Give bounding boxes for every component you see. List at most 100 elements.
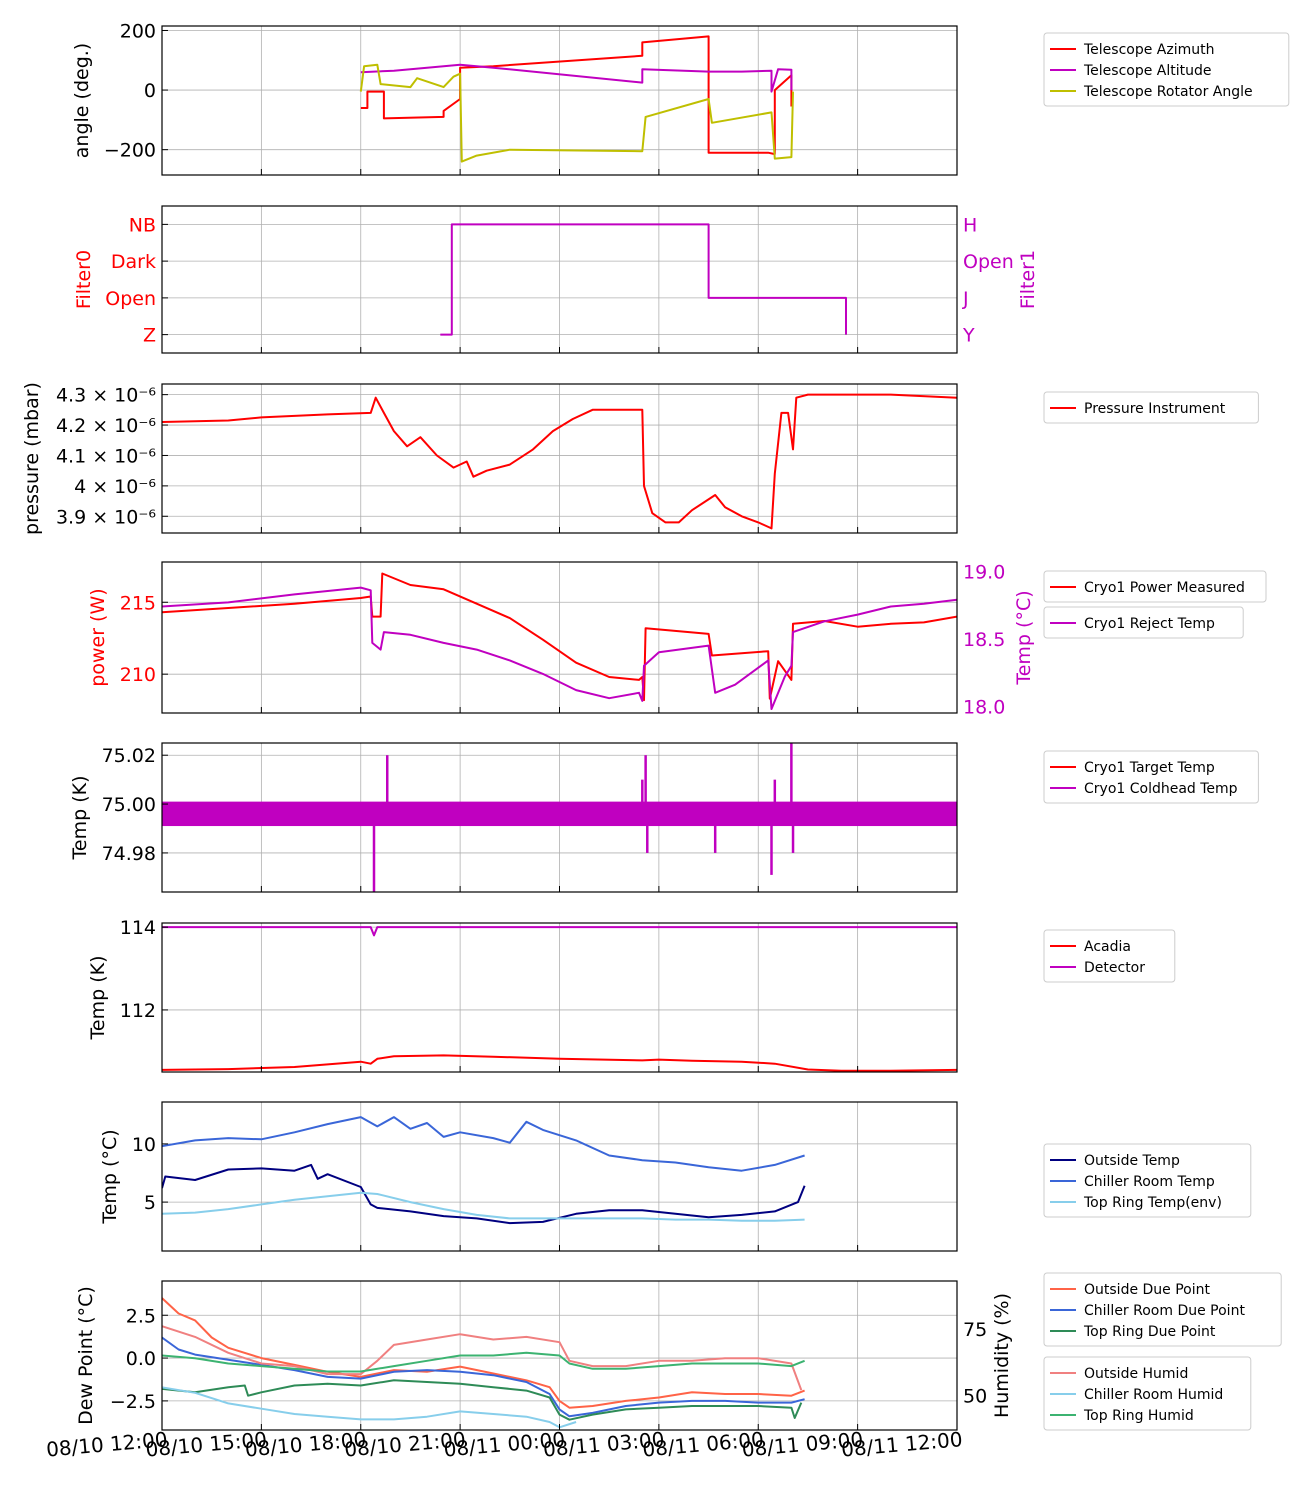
y-tick-label-right: J — [962, 288, 969, 310]
y-axis-label: pressure (mbar) — [21, 382, 43, 535]
series-line — [162, 1386, 577, 1429]
series-line — [360, 35, 793, 156]
legend-label: Telescope Azimuth — [1083, 42, 1214, 58]
legend-label: Top Ring Due Point — [1083, 1324, 1216, 1340]
legend-label: Telescope Altitude — [1083, 63, 1212, 79]
legend-label: Cryo1 Power Measured — [1084, 580, 1245, 596]
legend: Acadia Detector — [1043, 929, 1176, 983]
y-tick-label-right: 18.5 — [963, 629, 1005, 651]
legend-box — [1043, 570, 1267, 603]
series-line — [162, 1191, 805, 1222]
legend-box — [1043, 750, 1259, 804]
y-tick-label: 4 × 10⁻⁶ — [74, 476, 156, 498]
legend: Cryo1 Target Temp Cryo1 Coldhead Temp — [1043, 750, 1259, 804]
y-axis-label-right: Humidity (%) — [991, 1293, 1013, 1418]
panel-3: 4.3 × 10⁻⁶ 4.2 × 10⁻⁶ 4.1 × 10⁻⁶ 4 × 10⁻⁶ 3.… — [21, 382, 1259, 535]
legend-label: Acadia — [1084, 939, 1131, 955]
y-tick-label: Z — [143, 325, 156, 347]
legend: Outside Due Point Chiller Room Due Point T… — [1043, 1272, 1282, 1347]
legend-label: Outside Due Point — [1084, 1282, 1211, 1298]
legend-label: Pressure Instrument — [1084, 401, 1226, 417]
noise-band — [162, 801, 957, 827]
plot-area — [162, 926, 957, 1072]
legend: Outside Temp Chiller Room Temp Top Ring Te… — [1043, 1143, 1252, 1218]
y-axis-label: Temp (K) — [87, 956, 109, 1041]
y-tick-label: 4.1 × 10⁻⁶ — [56, 445, 156, 467]
y-axis-label-right: Filter1 — [1017, 250, 1039, 309]
series-line — [360, 63, 793, 93]
y-axis-label-right: Temp (°C) — [1013, 590, 1035, 685]
plot-area — [162, 393, 957, 530]
plot-area — [162, 743, 957, 892]
legend-box — [1043, 929, 1176, 983]
legend-box — [1043, 1143, 1252, 1218]
legend-label: Cryo1 Coldhead Temp — [1084, 781, 1238, 797]
legend-box — [1043, 1356, 1252, 1431]
legend: Cryo1 Reject Temp — [1043, 606, 1244, 639]
y-tick-label: Dark — [111, 251, 156, 273]
plot-area — [162, 572, 957, 710]
plot-area — [359, 35, 794, 163]
y-tick-label: 75.00 — [102, 794, 156, 816]
y-axis-label: Temp (K) — [69, 776, 91, 861]
y-tick-label: 0.0 — [126, 1348, 156, 1370]
panel-8: 2.5 0.0 −2.5 75 50 Dew Point (°C) Humidity (%)… — [75, 1272, 1282, 1431]
legend-label: Chiller Room Temp — [1084, 1174, 1215, 1190]
y-tick-label-right: H — [963, 214, 977, 236]
series-line — [162, 1163, 806, 1225]
series-line — [162, 393, 957, 530]
y-tick-label: 114 — [120, 917, 156, 939]
legend-box — [1043, 1272, 1282, 1347]
legend-label: Detector — [1084, 960, 1145, 976]
y-tick-label-right: 19.0 — [963, 561, 1005, 583]
plot-area — [162, 1297, 805, 1429]
y-tick-label: 2.5 — [126, 1305, 156, 1327]
y-axis-label: Dew Point (°C) — [75, 1286, 97, 1425]
series-line — [162, 1325, 803, 1391]
y-axis-label: Temp (°C) — [99, 1129, 121, 1224]
y-tick-label: 112 — [120, 1000, 156, 1022]
legend-label: Telescope Rotator Angle — [1083, 84, 1253, 100]
panel-4: 215 210 19.0 18.5 18.0 power (W) Temp (°C) Cryo… — [87, 561, 1267, 718]
legend: Cryo1 Power Measured — [1043, 570, 1267, 603]
series-line — [359, 63, 794, 163]
panel-5: 75.02 75.00 74.98 Temp (K) Cryo1 Target Temp… — [69, 742, 1259, 893]
y-tick-label-right: Y — [962, 325, 975, 347]
legend-label: Cryo1 Target Temp — [1084, 760, 1215, 776]
y-axis-label: angle (deg.) — [71, 43, 93, 158]
y-tick-label: 200 — [120, 20, 156, 42]
series-line — [162, 1054, 957, 1072]
legend-label: Top Ring Humid — [1083, 1408, 1194, 1424]
y-tick-label-right: Open — [963, 251, 1014, 273]
plot-area — [440, 223, 847, 336]
legend: Outside Humid Chiller Room Humid Top Ring … — [1043, 1356, 1252, 1431]
series-line — [162, 1116, 805, 1172]
y-tick-label: 4.2 × 10⁻⁶ — [56, 415, 156, 437]
panel-7: 10 5 Temp (°C) Outside Temp Chiller Room Tem… — [99, 1101, 1252, 1252]
y-tick-label: NB — [129, 214, 156, 236]
series-line — [162, 1336, 805, 1418]
y-tick-label: Open — [105, 288, 156, 310]
legend-label: Outside Temp — [1084, 1153, 1180, 1169]
legend: Pressure Instrument — [1043, 391, 1259, 424]
legend-box — [1043, 606, 1244, 639]
y-tick-label: 4.3 × 10⁻⁶ — [56, 385, 156, 407]
y-tick-label-right: 75 — [963, 1319, 987, 1341]
series-line — [162, 586, 957, 710]
y-tick-label: −2.5 — [110, 1391, 156, 1413]
y-tick-label: 75.02 — [102, 745, 156, 767]
y-tick-label: 5 — [144, 1192, 156, 1214]
series-line — [162, 1297, 805, 1409]
y-tick-label: −200 — [104, 140, 156, 162]
y-tick-label: 10 — [132, 1134, 156, 1156]
y-tick-label: 210 — [120, 664, 156, 686]
legend-box — [1043, 391, 1259, 424]
y-tick-label: 74.98 — [102, 843, 156, 865]
legend-label: Top Ring Temp(env) — [1083, 1195, 1222, 1211]
y-axis-label: power (W) — [87, 588, 109, 686]
y-tick-label: 215 — [120, 592, 156, 614]
panel-6: 114 112 Temp (K) Acadia Detector — [87, 917, 1176, 1073]
